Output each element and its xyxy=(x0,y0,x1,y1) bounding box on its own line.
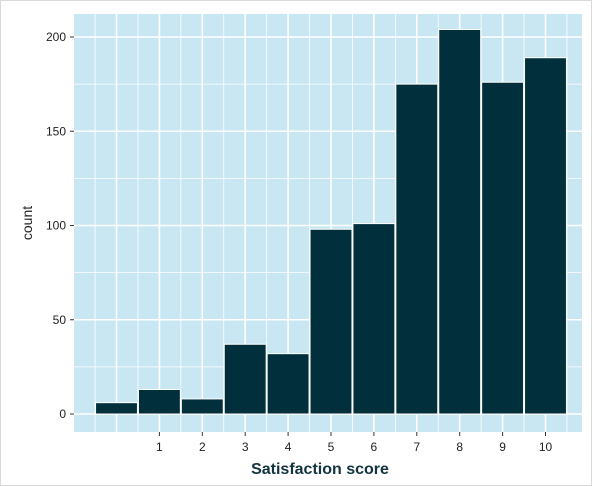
x-tick-label: 3 xyxy=(242,440,249,454)
y-tick-label: 50 xyxy=(53,313,67,327)
bar-8 xyxy=(438,28,482,415)
bar-4 xyxy=(266,353,310,415)
y-tick-label: 100 xyxy=(46,219,66,233)
x-axis-title: Satisfaction score xyxy=(251,461,389,478)
bar-9 xyxy=(481,81,525,415)
bar-10 xyxy=(524,57,567,415)
bar-1 xyxy=(137,388,181,415)
x-tick-label: 5 xyxy=(328,440,335,454)
x-tick-label: 2 xyxy=(199,440,206,454)
bars xyxy=(95,28,567,415)
y-axis-title: count xyxy=(19,206,35,240)
x-tick-label: 1 xyxy=(156,440,163,454)
bar-6 xyxy=(352,223,396,415)
bar-2 xyxy=(180,398,224,415)
bar-0 xyxy=(95,402,138,415)
bar-5 xyxy=(309,228,353,415)
bar-3 xyxy=(223,343,267,415)
y-axis: 0 50 100 150 200 xyxy=(46,30,74,421)
y-tick-label: 200 xyxy=(46,30,66,44)
x-tick-label: 4 xyxy=(285,440,292,454)
y-tick-label: 0 xyxy=(59,407,66,421)
x-tick-label: 8 xyxy=(456,440,463,454)
x-tick-label: 9 xyxy=(499,440,506,454)
y-tick-label: 150 xyxy=(46,124,66,138)
x-tick-label: 7 xyxy=(413,440,420,454)
x-tick-label: 6 xyxy=(371,440,378,454)
x-tick-label: 10 xyxy=(539,440,553,454)
bar-7 xyxy=(395,83,439,415)
x-axis: 1 2 3 4 5 6 7 8 9 10 xyxy=(156,432,552,454)
